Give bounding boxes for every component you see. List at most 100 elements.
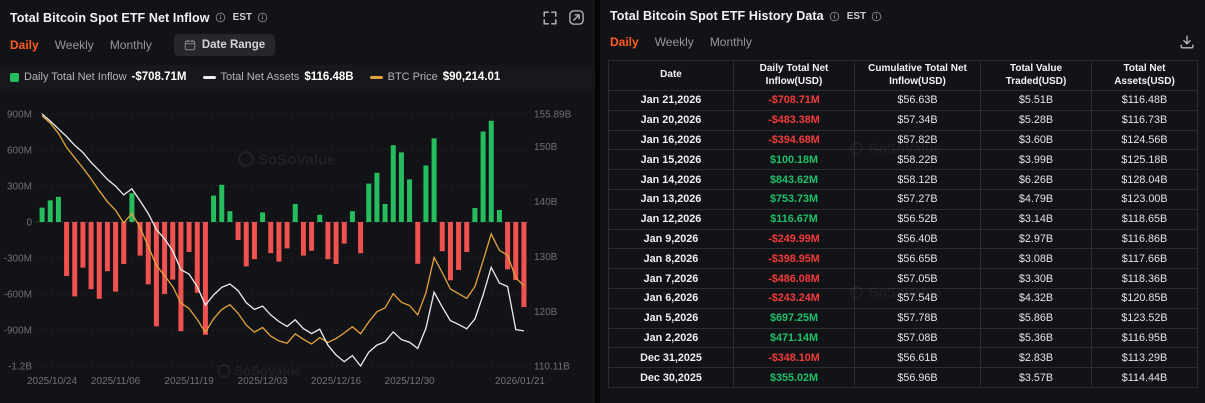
table-row: Jan 6,2026 -$243.24M $57.54B $4.32B $120.85B [608, 287, 1198, 309]
value-cell: -$243.24M [733, 287, 855, 309]
table-row: Jan 20,2026 -$483.38M $57.34B $5.28B $116.73… [608, 109, 1198, 131]
download-button[interactable] [1179, 34, 1195, 50]
date-cell: Jan 21,2026 [608, 90, 734, 111]
svg-text:2025/10/24: 2025/10/24 [27, 376, 77, 387]
net-inflow-header: Total Bitcoin Spot ETF Net Inflow EST [0, 0, 595, 26]
timezone-info-icon[interactable] [257, 12, 268, 23]
share-button[interactable] [568, 9, 585, 26]
col-header-daily-inflow: Daily Total Net Inflow(USD) [733, 60, 855, 91]
value-cell: $100.18M [733, 149, 855, 171]
value-cell: $57.78B [854, 307, 981, 329]
svg-text:2025/11/19: 2025/11/19 [164, 376, 214, 387]
date-cell: Jan 8,2026 [608, 248, 734, 270]
date-cell: Jan 2,2026 [608, 327, 734, 349]
tab-weekly[interactable]: Weekly [654, 35, 694, 49]
value-cell: $5.36B [980, 327, 1092, 349]
title-info-icon[interactable] [215, 12, 226, 23]
date-cell: Jan 13,2026 [608, 188, 734, 210]
date-range-button[interactable]: Date Range [173, 34, 276, 56]
value-cell: $118.65B [1091, 208, 1198, 230]
svg-text:-900M: -900M [4, 326, 32, 337]
value-cell: $4.32B [980, 287, 1092, 309]
value-cell: $113.29B [1091, 347, 1198, 369]
svg-text:2026/01/21: 2026/01/21 [495, 376, 545, 387]
value-cell: $5.28B [980, 109, 1092, 131]
history-table-body: Jan 21,2026 -$708.71M $56.63B $5.51B $116.48… [608, 90, 1198, 388]
value-cell: $56.61B [854, 347, 981, 369]
svg-text:900M: 900M [7, 110, 32, 121]
orange-line-marker [369, 75, 383, 79]
date-cell: Jan 20,2026 [608, 109, 734, 131]
net-inflow-chart[interactable]: 900M 600M 300M 0 -300M -600M -900M -1.2B 155.89B… [0, 89, 595, 397]
value-cell: -$486.08M [733, 268, 855, 289]
value-cell: $128.04B [1091, 169, 1198, 190]
table-row: Jan 15,2026 $100.18M $58.22B $3.99B $125.18B [608, 149, 1198, 171]
svg-text:SoSoValue: SoSoValue [258, 151, 336, 168]
value-cell: $471.14M [733, 327, 855, 349]
table-row: Jan 2,2026 $471.14M $57.08B $5.36B $116.95B [608, 327, 1198, 349]
svg-text:130B: 130B [534, 252, 558, 263]
legend-total-net-assets[interactable]: Total Net Assets $116.48B [202, 71, 354, 83]
value-cell: $753.73M [733, 188, 855, 210]
svg-text:150B: 150B [534, 142, 558, 153]
value-cell: $56.96B [854, 367, 981, 388]
value-cell: $697.25M [733, 307, 855, 329]
legend-btc-price[interactable]: BTC Price $90,214.01 [369, 71, 500, 83]
value-cell: $3.08B [980, 248, 1092, 270]
value-cell: $114.44B [1091, 367, 1198, 388]
value-cell: -$708.71M [733, 90, 855, 111]
value-cell: $3.30B [980, 268, 1092, 289]
value-cell: $2.83B [980, 347, 1092, 369]
table-row: Dec 31,2025 -$348.10M $56.61B $2.83B $113.29… [608, 347, 1198, 369]
date-range-label: Date Range [201, 39, 266, 51]
col-header-date: Date [608, 60, 734, 91]
value-cell: $123.52B [1091, 307, 1198, 329]
value-cell: $355.02M [733, 367, 855, 388]
value-cell: $123.00B [1091, 188, 1198, 210]
value-cell: $2.97B [980, 228, 1092, 250]
net-inflow-title: Total Bitcoin Spot ETF Net Inflow [10, 10, 210, 25]
calendar-icon [184, 39, 196, 51]
svg-text:2025/12/16: 2025/12/16 [311, 376, 361, 387]
table-row: Jan 5,2026 $697.25M $57.78B $5.86B $123.52B [608, 307, 1198, 329]
table-row: Jan 7,2026 -$486.08M $57.05B $3.30B $118.36B [608, 268, 1198, 289]
date-cell: Jan 16,2026 [608, 129, 734, 151]
value-cell: $58.22B [854, 149, 981, 171]
timezone-info-icon[interactable] [871, 11, 882, 22]
svg-text:-1.2B: -1.2B [8, 362, 32, 373]
value-cell: $6.26B [980, 169, 1092, 190]
tab-monthly[interactable]: Monthly [109, 38, 152, 52]
tab-daily[interactable]: Daily [610, 35, 639, 49]
value-cell: $56.65B [854, 248, 981, 270]
interval-tabs: Daily Weekly Monthly [610, 35, 752, 49]
svg-text:600M: 600M [7, 146, 32, 157]
value-cell: -$348.10M [733, 347, 855, 369]
title-info-icon[interactable] [829, 11, 840, 22]
history-header: Total Bitcoin Spot ETF History Data EST [600, 0, 1205, 23]
value-cell: $118.36B [1091, 268, 1198, 289]
svg-text:110.11B: 110.11B [534, 362, 570, 373]
white-line-marker [202, 75, 216, 79]
fullscreen-button[interactable] [542, 9, 558, 26]
table-row: Jan 12,2026 $116.67M $56.52B $3.14B $118.65B [608, 208, 1198, 230]
tab-monthly[interactable]: Monthly [709, 35, 752, 49]
value-cell: $843.62M [733, 169, 855, 190]
chart-tabs-row: Daily Weekly Monthly Date Range [0, 33, 595, 57]
tab-daily[interactable]: Daily [10, 38, 39, 52]
tab-weekly[interactable]: Weekly [54, 38, 94, 52]
table-row: Jan 16,2026 -$394.68M $57.82B $3.60B $124.56… [608, 129, 1198, 151]
legend-daily-net-inflow[interactable]: Daily Total Net Inflow -$708.71M [10, 71, 187, 83]
chart-legend: Daily Total Net Inflow -$708.71M Total N… [0, 65, 595, 89]
svg-text:155.89B: 155.89B [534, 110, 572, 121]
date-cell: Dec 31,2025 [608, 347, 734, 369]
value-cell: $56.63B [854, 90, 981, 111]
value-cell: $125.18B [1091, 149, 1198, 171]
value-cell: $117.66B [1091, 248, 1198, 270]
value-cell: $116.73B [1091, 109, 1198, 131]
value-cell: -$483.38M [733, 109, 855, 131]
table-row: Dec 30,2025 $355.02M $56.96B $3.57B $114.44B [608, 367, 1198, 388]
table-row: Jan 13,2026 $753.73M $57.27B $4.79B $123.00B [608, 188, 1198, 210]
value-cell: $3.99B [980, 149, 1092, 171]
col-header-value-traded: Total Value Traded(USD) [980, 60, 1092, 91]
